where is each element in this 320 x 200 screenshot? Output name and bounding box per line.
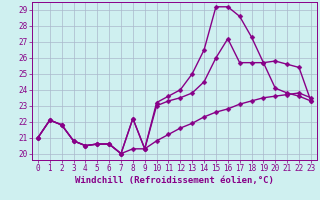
X-axis label: Windchill (Refroidissement éolien,°C): Windchill (Refroidissement éolien,°C) [75,176,274,185]
